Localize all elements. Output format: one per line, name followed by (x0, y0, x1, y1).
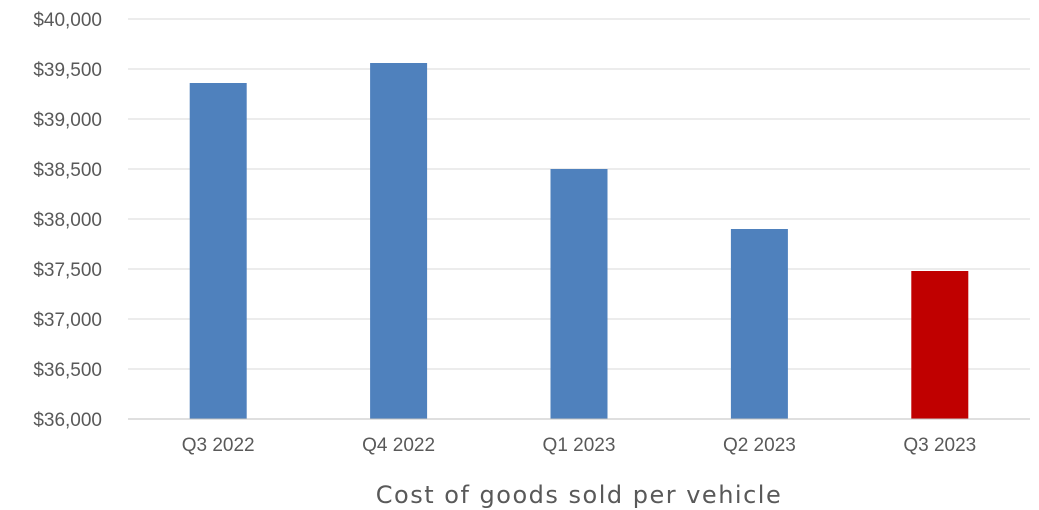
x-axis-title: Cost of goods sold per vehicle (376, 481, 782, 509)
x-axis-ticks: Q3 2022 Q4 2022 Q1 2023 Q2 2023 Q3 2023 (182, 435, 977, 456)
bar-q3-2022 (189, 83, 247, 419)
x-tick-label: Q3 2023 (903, 435, 976, 456)
y-tick-label: $37,000 (33, 310, 102, 331)
y-tick-label: $39,000 (33, 110, 102, 131)
y-tick-label: $36,000 (33, 410, 102, 431)
y-tick-label: $36,500 (33, 360, 102, 381)
bar-q2-2023 (730, 229, 788, 419)
y-tick-label: $40,000 (33, 10, 102, 31)
x-tick-label: Q4 2022 (362, 435, 435, 456)
x-tick-label: Q2 2023 (723, 435, 796, 456)
x-tick-label: Q1 2023 (543, 435, 616, 456)
y-tick-label: $37,500 (33, 260, 102, 281)
bars (128, 63, 1030, 420)
x-tick-label: Q3 2022 (182, 435, 255, 456)
y-tick-label: $39,500 (33, 60, 102, 81)
bar-q1-2023 (550, 169, 608, 419)
y-axis-ticks: $36,000 $36,500 $37,000 $37,500 $38,000 $38,5… (33, 10, 102, 431)
bar-q3-2023 (911, 271, 969, 419)
y-tick-label: $38,500 (33, 160, 102, 181)
y-tick-label: $38,000 (33, 210, 102, 231)
bar-q4-2022 (370, 63, 428, 419)
